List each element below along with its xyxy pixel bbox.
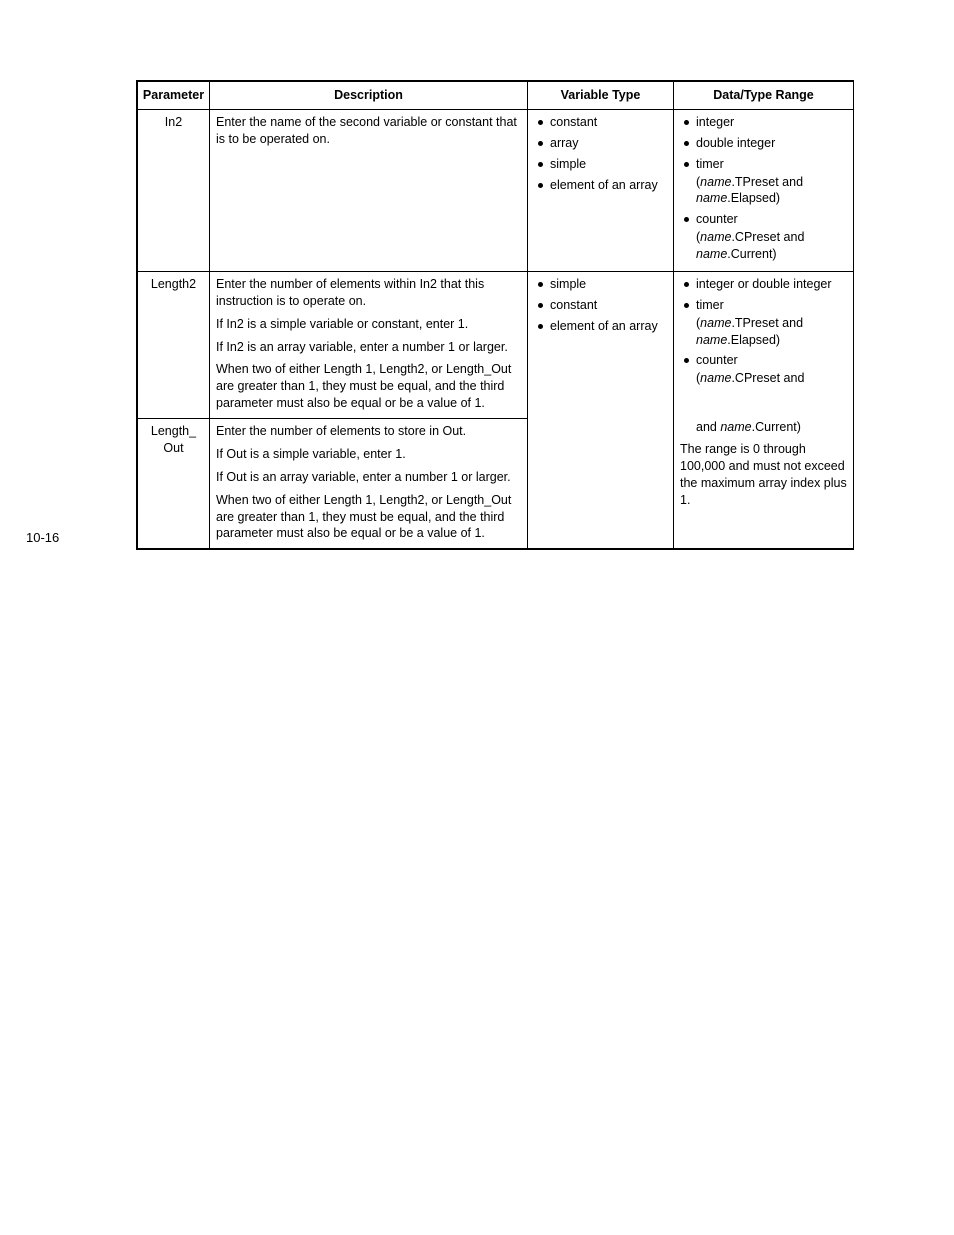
list-item: counter (name.CPreset and <box>682 352 847 387</box>
page: Parameter Description Variable Type Data… <box>0 0 954 1235</box>
list-item: integer <box>682 114 847 131</box>
ital: name <box>696 247 727 261</box>
range-text: counter <box>696 353 738 367</box>
cell-vtype-in2: constant array simple element of an arra… <box>528 109 674 271</box>
list-item: simple <box>536 156 667 173</box>
range-list: integer or double integer timer (name.TP… <box>680 276 847 387</box>
col-header-parameter: Parameter <box>138 82 210 110</box>
ital: name <box>696 191 727 205</box>
cell-param-length-out: Length_ Out <box>138 419 210 549</box>
desc-text: If Out is an array variable, enter a num… <box>216 469 521 486</box>
list-item: constant <box>536 297 667 314</box>
col-header-description: Description <box>210 82 528 110</box>
table-row: Length_ Out Enter the number of elements… <box>138 419 854 549</box>
t: .Elapsed) <box>727 191 780 205</box>
list-item: element of an array <box>536 318 667 335</box>
ital: name <box>700 371 731 385</box>
cell-param-in2: In2 <box>138 109 210 271</box>
ital: name <box>700 230 731 244</box>
desc-text: If In2 is a simple variable or constant,… <box>216 316 521 333</box>
ital: name <box>700 316 731 330</box>
desc-text: If In2 is an array variable, enter a num… <box>216 339 521 356</box>
range-subtext: and name.Current) <box>680 419 847 436</box>
t: .TPreset and <box>731 175 803 189</box>
t: .TPreset and <box>731 316 803 330</box>
param-text: Length_ <box>151 424 196 438</box>
desc-text: When two of either Length 1, Length2, or… <box>216 492 521 543</box>
range-subtext: (name.CPreset and <box>696 370 847 387</box>
col-header-data-range: Data/Type Range <box>674 82 854 110</box>
ital: name <box>700 175 731 189</box>
desc-text: Enter the name of the second variable or… <box>216 114 521 148</box>
range-text: timer <box>696 157 724 171</box>
t: .Current) <box>727 247 776 261</box>
table-header-row: Parameter Description Variable Type Data… <box>138 82 854 110</box>
list-item: timer (name.TPreset and name.Elapsed) <box>682 156 847 208</box>
list-item: double integer <box>682 135 847 152</box>
vtype-list: constant array simple element of an arra… <box>534 114 667 194</box>
t: .Elapsed) <box>727 333 780 347</box>
table-row: Length2 Enter the number of elements wit… <box>138 271 854 418</box>
cell-range-in2: integer double integer timer (name.TPres… <box>674 109 854 271</box>
list-item: array <box>536 135 667 152</box>
ital: name <box>720 420 751 434</box>
list-item: simple <box>536 276 667 293</box>
cell-vtype-shared-top: simple constant element of an array <box>528 271 674 418</box>
t: and <box>696 420 720 434</box>
vtype-list: simple constant element of an array <box>534 276 667 335</box>
t: .Current) <box>752 420 801 434</box>
cell-range-shared-top: integer or double integer timer (name.TP… <box>674 271 854 418</box>
cell-range-shared-bottom: and name.Current) The range is 0 through… <box>674 419 854 549</box>
cell-desc-length-out: Enter the number of elements to store in… <box>210 419 528 549</box>
desc-text: Enter the number of elements within In2 … <box>216 276 521 310</box>
table-row: In2 Enter the name of the second variabl… <box>138 109 854 271</box>
col-header-variable-type: Variable Type <box>528 82 674 110</box>
param-text: Out <box>163 441 183 455</box>
t: .CPreset and <box>731 371 804 385</box>
cell-desc-length2: Enter the number of elements within In2 … <box>210 271 528 418</box>
cell-param-length2: Length2 <box>138 271 210 418</box>
cell-desc-in2: Enter the name of the second variable or… <box>210 109 528 271</box>
range-text: timer <box>696 298 724 312</box>
range-subtext: (name.TPreset and name.Elapsed) <box>696 315 847 349</box>
list-item: counter (name.CPreset and name.Current) <box>682 211 847 263</box>
range-tail-text: The range is 0 through 100,000 and must … <box>680 441 847 509</box>
list-item: integer or double integer <box>682 276 847 293</box>
desc-text: Enter the number of elements to store in… <box>216 423 521 440</box>
list-item: element of an array <box>536 177 667 194</box>
list-item: constant <box>536 114 667 131</box>
range-text: counter <box>696 212 738 226</box>
desc-text: When two of either Length 1, Length2, or… <box>216 361 521 412</box>
t: .CPreset and <box>731 230 804 244</box>
range-subtext: (name.TPreset and name.Elapsed) <box>696 174 847 208</box>
parameter-table-container: Parameter Description Variable Type Data… <box>136 80 854 550</box>
range-list: integer double integer timer (name.TPres… <box>680 114 847 263</box>
parameter-table: Parameter Description Variable Type Data… <box>137 81 854 549</box>
desc-text: If Out is a simple variable, enter 1. <box>216 446 521 463</box>
list-item: timer (name.TPreset and name.Elapsed) <box>682 297 847 349</box>
page-number: 10-16 <box>26 530 59 545</box>
cell-vtype-shared-bottom <box>528 419 674 549</box>
range-subtext: (name.CPreset and name.Current) <box>696 229 847 263</box>
ital: name <box>696 333 727 347</box>
